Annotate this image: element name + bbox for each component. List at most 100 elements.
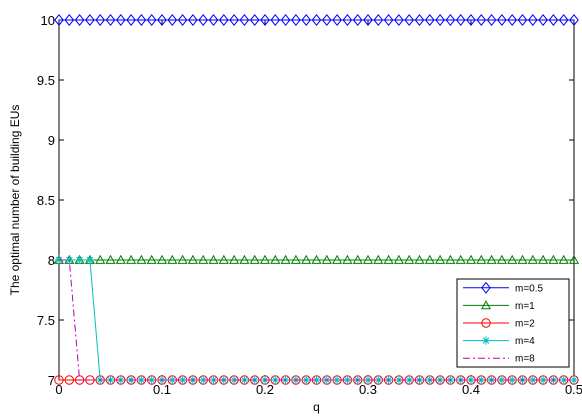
data-point-m=0.5 [64, 14, 75, 26]
data-point-m=1 [208, 254, 219, 264]
data-point-m=0.5 [466, 14, 476, 26]
legend-label: m=0.5 [515, 283, 544, 294]
data-point-m=0.5 [208, 14, 219, 26]
data-point-m=1 [311, 254, 322, 264]
star-stroke [148, 376, 155, 384]
data-point-m=2 [64, 375, 75, 385]
data-point-m=0.5 [95, 14, 106, 26]
data-point-m=0.5 [507, 14, 518, 26]
data-point-m=0.5 [497, 14, 507, 26]
star-stroke [482, 337, 490, 344]
data-point-m=0.5 [538, 14, 548, 26]
data-point-m=1 [342, 254, 353, 264]
legend-marker [480, 300, 492, 310]
data-point-m=1 [280, 254, 291, 264]
data-point-m=1 [198, 254, 209, 264]
legend-marker [481, 336, 491, 345]
data-point-m=0.5 [394, 14, 404, 26]
legend: m=0.5 m=1 m=2 m=4 m=8 [456, 278, 570, 368]
data-point-m=0.5 [548, 14, 559, 26]
data-point-m=1 [558, 254, 569, 264]
legend-label: m=2 [515, 319, 535, 330]
data-point-m=1 [146, 254, 157, 264]
data-point-m=0.5 [218, 14, 229, 26]
data-point-m=0.5 [301, 14, 312, 26]
x-tick-label: 0.5 [565, 382, 582, 397]
data-point-m=1 [136, 254, 147, 264]
data-point-m=4 [75, 255, 84, 265]
data-point-m=0.5 [373, 14, 384, 26]
data-point-m=0.5 [115, 14, 126, 26]
y-tick-label: 7.5 [37, 313, 55, 328]
data-point-m=0.5 [445, 14, 456, 26]
star-stroke [508, 376, 516, 384]
data-point-m=1 [177, 254, 188, 264]
data-point-m=0.5 [311, 14, 322, 26]
y-tick-label: 9.5 [37, 73, 55, 88]
data-point-m=1 [259, 254, 271, 264]
data-point-m=0.5 [517, 14, 528, 26]
data-point-m=1 [414, 254, 425, 264]
data-point-m=0.5 [424, 14, 435, 26]
legend-item-m=1: m=1 [463, 300, 535, 312]
star-stroke [76, 256, 83, 264]
data-point-m=0.5 [280, 14, 291, 26]
data-point-m=1 [486, 254, 497, 264]
data-point-m=1 [352, 254, 363, 264]
star-stroke [333, 376, 341, 384]
data-point-m=1 [424, 254, 435, 264]
data-point-m=1 [465, 254, 477, 264]
data-point-m=0.5 [167, 14, 178, 26]
data-point-m=1 [507, 254, 518, 264]
star-stroke [344, 376, 351, 384]
data-point-m=1 [95, 254, 106, 264]
data-point-m=0.5 [270, 14, 281, 26]
data-point-m=2 [54, 375, 64, 385]
y-tick-label: 8 [48, 253, 55, 268]
data-point-m=0.5 [198, 14, 209, 26]
data-point-m=1 [538, 254, 549, 264]
data-point-m=1 [229, 254, 240, 264]
data-point-m=0.5 [455, 14, 466, 26]
data-point-m=0.5 [229, 14, 239, 26]
series-line-m=8 [59, 259, 574, 381]
data-point-m=1 [187, 254, 198, 264]
legend-item-m=0.5: m=0.5 [463, 281, 544, 294]
data-point-m=1 [548, 254, 559, 264]
y-axis-label: The optimal number of building EUs [8, 105, 22, 296]
data-point-m=0.5 [188, 14, 198, 26]
data-point-m=1 [115, 254, 126, 264]
x-tick-label: 0.2 [256, 382, 274, 397]
data-point-m=4 [85, 255, 95, 265]
star-stroke [313, 376, 320, 384]
data-point-m=1 [321, 254, 332, 264]
data-point-m=1 [332, 254, 343, 264]
star-stroke [179, 376, 186, 384]
star-stroke [529, 376, 537, 384]
data-point-m=0.5 [321, 14, 332, 26]
data-point-m=0.5 [54, 14, 64, 26]
data-point-m=1 [156, 254, 168, 264]
star-stroke [364, 376, 372, 384]
data-point-m=1 [218, 254, 229, 264]
star-stroke [498, 376, 506, 384]
data-point-m=1 [105, 254, 116, 264]
data-point-m=0.5 [85, 14, 95, 26]
y-tick-label: 10 [41, 13, 55, 28]
legend-marker [481, 281, 491, 294]
star-stroke [86, 256, 94, 264]
star-stroke [560, 376, 567, 384]
data-point-m=0.5 [352, 14, 363, 26]
legend-item-m=4: m=4 [463, 336, 535, 347]
data-point-m=1 [393, 254, 404, 264]
data-point-m=0.5 [239, 14, 250, 26]
y-tick-label: 7 [48, 373, 55, 388]
legend-label: m=8 [515, 354, 535, 365]
data-point-m=0.5 [249, 14, 260, 26]
data-point-m=0.5 [126, 14, 136, 26]
x-tick-label: 0.3 [359, 382, 377, 397]
data-point-m=1 [239, 254, 250, 264]
data-point-m=1 [270, 254, 281, 264]
star-stroke [210, 376, 217, 384]
